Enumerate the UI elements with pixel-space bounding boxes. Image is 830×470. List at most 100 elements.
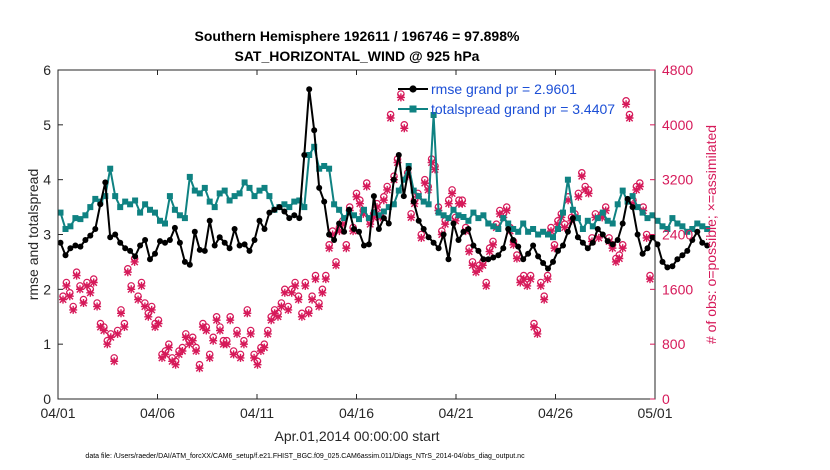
rmse-point bbox=[604, 238, 611, 245]
spread-point bbox=[147, 206, 153, 213]
rmse-point bbox=[286, 215, 293, 222]
legend-spread-label: totalspread grand pr = 3.4407 bbox=[431, 101, 615, 117]
rmse-point bbox=[390, 176, 397, 183]
spread-point bbox=[410, 187, 417, 194]
obs-assimilated-point bbox=[482, 281, 491, 290]
rmse-point bbox=[102, 179, 109, 186]
obs-assimilated-point bbox=[560, 223, 569, 232]
spread-point bbox=[659, 223, 666, 230]
spread-point bbox=[321, 163, 328, 169]
rmse-point bbox=[311, 127, 318, 134]
rmse-point bbox=[525, 250, 532, 257]
spread-point bbox=[594, 215, 601, 222]
spread-point bbox=[505, 220, 512, 227]
spread-point bbox=[186, 173, 193, 180]
rmse-point bbox=[679, 252, 686, 259]
obs-assimilated-point bbox=[577, 172, 586, 181]
obs-assimilated-point bbox=[594, 233, 603, 242]
spread-point bbox=[67, 223, 74, 230]
rmse-point bbox=[689, 237, 696, 243]
obs-assimilated-point bbox=[325, 244, 334, 253]
rmse-point bbox=[609, 241, 616, 248]
rmse-point bbox=[425, 234, 432, 241]
x-tick-label: 04/06 bbox=[140, 405, 175, 421]
obs-assimilated-point bbox=[89, 278, 98, 287]
y-axis-ticks: 0 1 2 3 4 5 6 bbox=[43, 62, 63, 407]
y2-tick-label: 800 bbox=[662, 336, 686, 352]
obs-assimilated-point bbox=[526, 275, 535, 284]
rmse-point bbox=[594, 226, 601, 232]
spread-point bbox=[435, 209, 442, 216]
spread-point bbox=[157, 217, 163, 224]
spread-point bbox=[614, 201, 621, 208]
obs-assimilated-point bbox=[263, 329, 272, 338]
rmse-point bbox=[142, 237, 149, 243]
rmse-point bbox=[475, 247, 482, 254]
spread-point bbox=[584, 217, 591, 224]
obs-assimilated-point bbox=[181, 333, 190, 342]
rmse-point bbox=[614, 237, 621, 243]
rmse-point bbox=[420, 226, 427, 232]
obs-assimilated-point bbox=[359, 209, 368, 218]
obs-assimilated-point bbox=[106, 333, 115, 342]
obs-assimilated-point bbox=[216, 326, 224, 335]
obs-assimilated-point bbox=[294, 295, 303, 304]
obs-assimilated-point bbox=[642, 233, 651, 242]
rmse-point bbox=[82, 237, 89, 243]
spread-point bbox=[560, 209, 566, 216]
rmse-point bbox=[644, 245, 651, 252]
obs-assimilated-point bbox=[448, 189, 457, 198]
rmse-point bbox=[271, 206, 278, 213]
obs-assimilated-point bbox=[441, 220, 450, 229]
rmse-point bbox=[152, 250, 158, 257]
legend-spread-marker bbox=[409, 105, 417, 113]
obs-assimilated-point bbox=[608, 244, 617, 253]
spread-point bbox=[380, 208, 387, 215]
spread-point bbox=[455, 212, 462, 219]
spread-point bbox=[82, 212, 89, 219]
spread-point bbox=[470, 209, 477, 216]
spread-point bbox=[191, 187, 198, 194]
spread-point bbox=[515, 228, 522, 235]
spread-point bbox=[107, 165, 114, 172]
spread-point bbox=[221, 187, 228, 194]
spread-point bbox=[555, 226, 561, 232]
y-tick-label: 4 bbox=[43, 172, 51, 188]
obs-assimilated-point bbox=[188, 336, 197, 345]
spread-point bbox=[679, 223, 686, 230]
obs-assimilated-point bbox=[315, 302, 323, 311]
rmse-point bbox=[281, 208, 288, 215]
rmse-point bbox=[117, 239, 124, 246]
obs-assimilated-point bbox=[625, 114, 634, 122]
obs-assimilated-point bbox=[123, 268, 132, 277]
spread-point bbox=[664, 226, 671, 232]
rmse-point bbox=[599, 231, 606, 238]
rmse-point bbox=[505, 226, 512, 232]
obs-assimilated-point bbox=[574, 192, 583, 201]
obs-assimilated-point bbox=[465, 247, 474, 256]
obs-assimilated-point bbox=[540, 295, 549, 304]
rmse-point bbox=[375, 226, 382, 232]
rmse-point bbox=[510, 237, 517, 243]
obs-assimilated-point bbox=[253, 360, 262, 369]
obs-assimilated-point bbox=[243, 309, 252, 318]
rmse-point bbox=[450, 220, 457, 227]
spread-point bbox=[694, 220, 701, 227]
x-tick-label: 04/26 bbox=[538, 405, 573, 421]
obs-assimilated-point bbox=[147, 305, 156, 314]
obs-assimilated-point bbox=[198, 323, 207, 331]
rmse-point bbox=[485, 256, 492, 263]
spread-point bbox=[420, 198, 427, 205]
spread-point bbox=[286, 204, 293, 211]
spread-point bbox=[62, 226, 69, 232]
rmse-point bbox=[440, 231, 447, 238]
rmse-point bbox=[92, 226, 99, 232]
obs-assimilated-point bbox=[250, 353, 259, 362]
obs-assimilated-point bbox=[495, 209, 504, 218]
obs-assimilated-point bbox=[379, 196, 388, 205]
obs-assimilated-point bbox=[451, 216, 460, 225]
obs-assimilated-point bbox=[420, 179, 429, 188]
obs-assimilated-point bbox=[519, 275, 528, 284]
obs-assimilated-point bbox=[516, 278, 525, 287]
